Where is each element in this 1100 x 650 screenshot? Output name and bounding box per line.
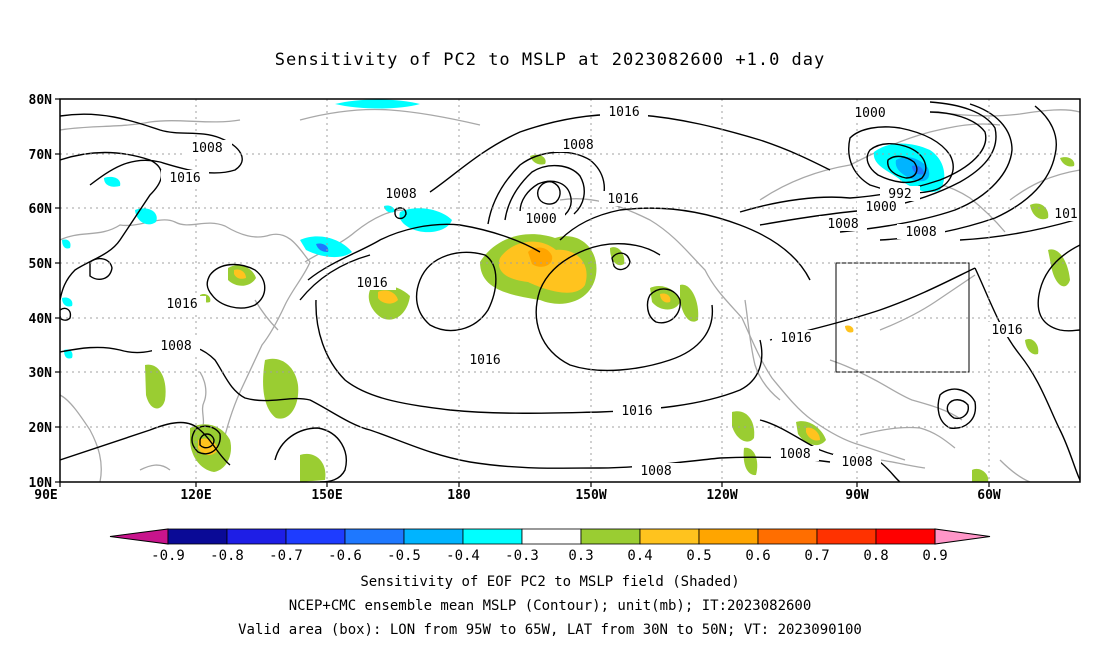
colorbar-segment — [521, 528, 582, 545]
lat-label: 20N — [29, 421, 53, 436]
lon-label: 150E — [311, 488, 342, 503]
colorbar-segment — [403, 528, 464, 545]
colorbar-tick-label: -0.4 — [446, 548, 480, 564]
colorbar-tick-label: 0.6 — [745, 548, 770, 564]
colorbar-tick-label: 0.5 — [686, 548, 711, 564]
lat-label: 30N — [29, 366, 53, 381]
colorbar-segment — [167, 528, 228, 545]
contour-label: 1008 — [640, 464, 671, 479]
contour-label: 1016 — [169, 171, 200, 186]
contour-label: 1008 — [160, 339, 191, 354]
contour-label: 1016 — [991, 323, 1022, 338]
colorbar-segment — [757, 528, 818, 545]
contour-label: 1016 — [356, 276, 387, 291]
contour-label: 1008 — [905, 225, 936, 240]
contour-label: 1000 — [525, 212, 556, 227]
colorbar-tick-label: 0.3 — [568, 548, 593, 564]
colorbar-tick-label: -0.3 — [505, 548, 539, 564]
colorbar-tick-label: 0.9 — [922, 548, 947, 564]
colorbar-tick-label: 0.7 — [804, 548, 829, 564]
lat-label: 70N — [29, 148, 53, 163]
colorbar-tick-label: -0.7 — [269, 548, 303, 564]
plot-frame — [59, 98, 1081, 483]
contour-label: 1008 — [827, 217, 858, 232]
contour-label: 1016 — [780, 331, 811, 346]
lon-label: 180 — [447, 488, 471, 503]
colorbar-right-tip — [934, 528, 991, 545]
colorbar-segment — [285, 528, 346, 545]
lon-label: 120E — [180, 488, 211, 503]
contour-label: 1008 — [841, 455, 872, 470]
lon-label: 90W — [845, 488, 869, 503]
contour-labels: 1016 1000 1008 1008 1016 1008 992 1000 1… — [152, 104, 1080, 479]
contour-label: 1016 — [166, 297, 197, 312]
colorbar-left-tip — [109, 528, 169, 545]
colorbar-tick-label: -0.5 — [387, 548, 421, 564]
lon-label: 60W — [977, 488, 1001, 503]
colorbar-segment — [580, 528, 641, 545]
colorbar-tick-label: -0.6 — [328, 548, 362, 564]
colorbar-segment — [639, 528, 700, 545]
caption-line-1: Sensitivity of EOF PC2 to MSLP field (Sh… — [360, 574, 740, 590]
colorbar: -0.9 -0.8 -0.7 -0.6 -0.5 -0.4 -0.3 0.3 0.4 0.5 0.6… — [109, 528, 991, 564]
lon-labels: 90E 120E 150E 180 150W 120W 90W 60W — [34, 488, 1001, 503]
lat-label: 10N — [29, 476, 53, 491]
lat-label: 50N — [29, 257, 53, 272]
caption-line-2: NCEP+CMC ensemble mean MSLP (Contour); u… — [288, 598, 812, 614]
contour-label: 1016 — [469, 353, 500, 368]
lon-label: 150W — [575, 488, 606, 503]
colorbar-segment — [344, 528, 405, 545]
colorbar-tick-label: 0.8 — [863, 548, 888, 564]
contour-label: 992 — [888, 187, 911, 202]
colorbar-tick-label: 0.4 — [627, 548, 652, 564]
lat-label: 40N — [29, 312, 53, 327]
contour-label: 1016 — [607, 192, 638, 207]
contour-label: 1008 — [779, 447, 810, 462]
contour-label: 101 — [1054, 207, 1077, 222]
colorbar-segment — [816, 528, 877, 545]
colorbar-tick-label: -0.9 — [151, 548, 185, 564]
contour-label: 1008 — [385, 187, 416, 202]
colorbar-segment — [462, 528, 523, 545]
lat-labels: 80N 70N 60N 50N 40N 30N 20N 10N — [29, 93, 53, 491]
colorbar-tick-label: -0.8 — [210, 548, 244, 564]
map-title: Sensitivity of PC2 to MSLP at 2023082600… — [274, 50, 826, 70]
lon-label: 90E — [34, 488, 57, 503]
contour-label: 1008 — [562, 138, 593, 153]
contour-label: 1000 — [865, 200, 896, 215]
caption-line-3: Valid area (box): LON from 95W to 65W, L… — [238, 622, 862, 638]
contour-label: 1016 — [621, 404, 652, 419]
axis-ticks — [55, 98, 990, 487]
colorbar-segment — [226, 528, 287, 545]
lat-label: 60N — [29, 202, 53, 217]
lat-label: 80N — [29, 93, 53, 108]
lon-label: 120W — [706, 488, 737, 503]
colorbar-segment — [698, 528, 759, 545]
contour-label: 1008 — [191, 141, 222, 156]
contour-label: 1000 — [854, 106, 885, 121]
colorbar-segment — [875, 528, 936, 545]
contour-label: 1016 — [608, 105, 639, 120]
